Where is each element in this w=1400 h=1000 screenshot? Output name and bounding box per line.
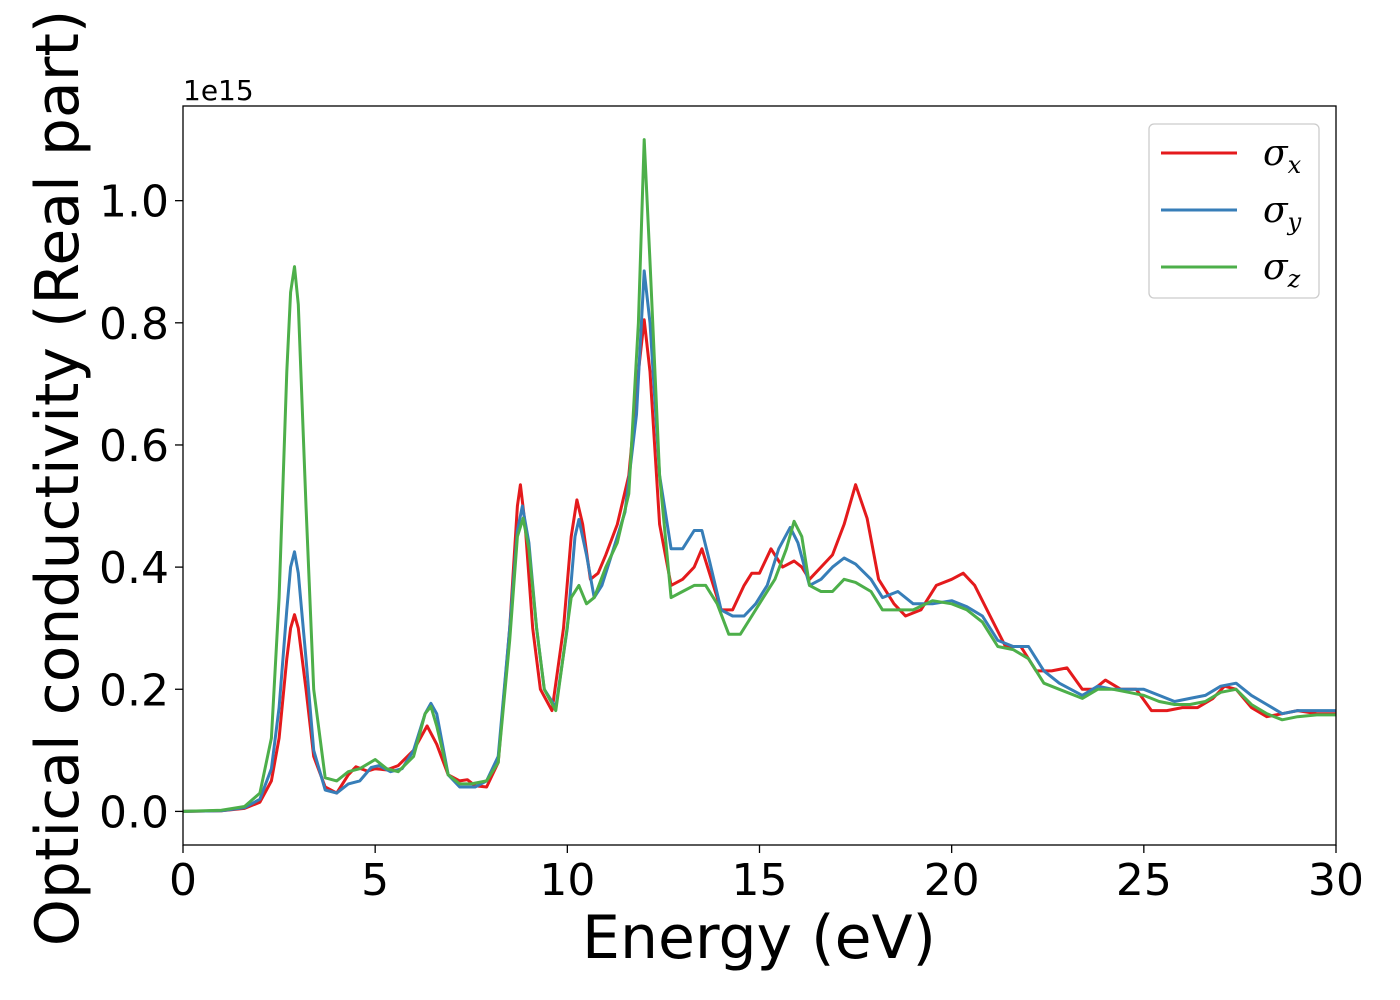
x-tick-label: 30 <box>1308 855 1364 906</box>
legend-label-x: σx <box>1263 133 1302 179</box>
x-tick-label: 15 <box>732 855 788 906</box>
plot-area <box>183 138 1336 813</box>
y-tick-label: 0.4 <box>99 543 169 594</box>
y-tick-label: 1.0 <box>99 177 169 228</box>
x-tick-label: 25 <box>1116 855 1172 906</box>
series-line-y <box>183 269 1336 813</box>
y-axis-ticks: 0.0 0.2 0.4 0.6 0.8 1.0 <box>99 177 183 838</box>
legend-label-y: σy <box>1263 190 1302 236</box>
legend: σx σy σz <box>1148 123 1320 299</box>
x-tick-label: 10 <box>539 855 595 906</box>
y-tick-label: 0.6 <box>99 421 169 472</box>
x-tick-label: 20 <box>924 855 980 906</box>
x-tick-label: 0 <box>169 855 197 906</box>
series-line-x <box>183 318 1336 813</box>
y-tick-label: 0.8 <box>99 299 169 350</box>
y-axis-title: Optical conductivity (Real part) <box>23 10 93 947</box>
x-axis-ticks: 0 5 10 15 20 25 30 <box>169 845 1364 906</box>
plot-frame <box>182 105 1337 846</box>
legend-label-z: σz <box>1263 247 1301 293</box>
y-tick-label: 0.0 <box>99 787 169 838</box>
x-tick-label: 5 <box>361 855 389 906</box>
x-axis-title: Energy (eV) <box>582 903 936 973</box>
y-tick-label: 0.2 <box>99 665 169 716</box>
series-line-z <box>183 138 1336 813</box>
y-axis-offset-label: 1e15 <box>183 74 254 107</box>
